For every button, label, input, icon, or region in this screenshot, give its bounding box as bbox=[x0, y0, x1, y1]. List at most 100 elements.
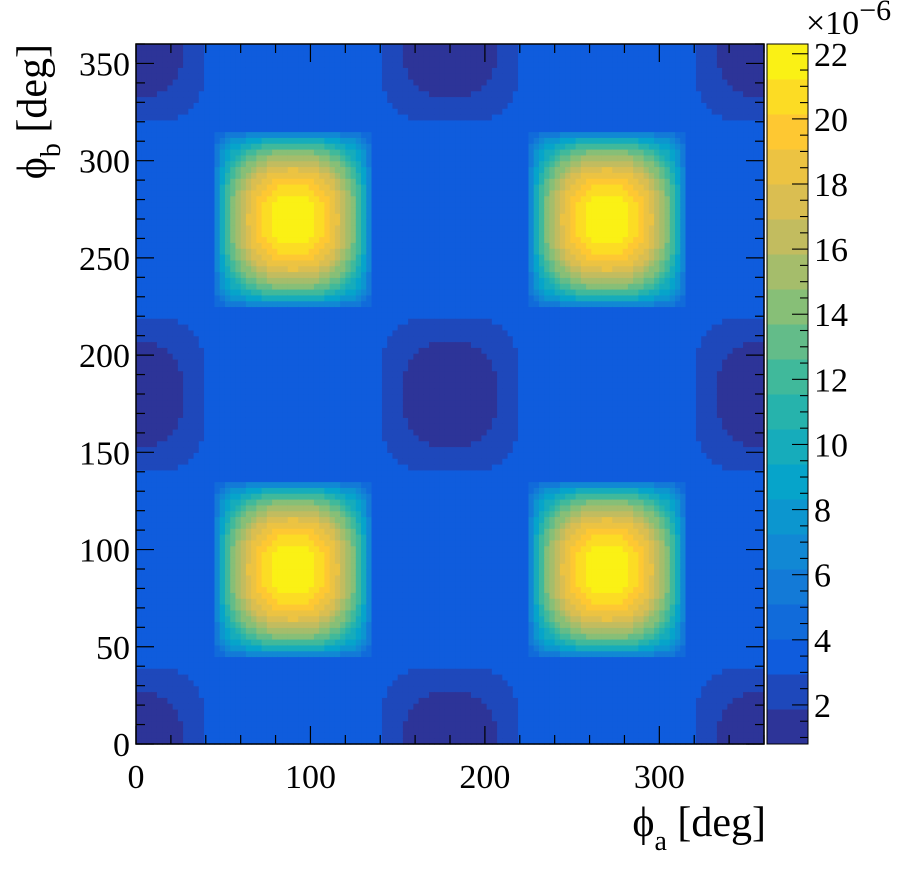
heatmap-cell bbox=[198, 370, 205, 378]
heatmap-cell bbox=[235, 539, 242, 547]
heatmap-cell bbox=[303, 592, 310, 599]
heatmap-cell bbox=[334, 685, 341, 693]
heatmap-cell bbox=[230, 434, 237, 442]
heatmap-cell bbox=[277, 592, 284, 599]
heatmap-cell bbox=[224, 703, 231, 710]
heatmap-cell bbox=[272, 563, 278, 570]
heatmap-cell bbox=[235, 469, 242, 477]
heatmap-cell bbox=[272, 312, 278, 319]
heatmap-cell bbox=[156, 399, 163, 407]
heatmap-cell bbox=[319, 102, 325, 109]
heatmap-cell bbox=[293, 639, 299, 646]
heatmap-cell bbox=[261, 510, 268, 518]
heatmap-cell bbox=[261, 119, 268, 127]
heatmap-cell bbox=[188, 493, 195, 500]
heatmap-cell bbox=[167, 224, 174, 232]
heatmap-cell bbox=[151, 236, 158, 243]
heatmap-cell bbox=[141, 580, 148, 588]
heatmap-cell bbox=[261, 294, 268, 302]
heatmap-cell bbox=[245, 289, 252, 296]
heatmap-cell bbox=[345, 341, 352, 348]
heatmap-cell bbox=[340, 108, 346, 115]
heatmap-cell bbox=[261, 318, 268, 325]
heatmap-cell bbox=[240, 213, 247, 220]
heatmap-cell bbox=[251, 487, 257, 494]
heatmap-cell bbox=[204, 376, 210, 383]
heatmap-cell bbox=[298, 96, 305, 103]
heatmap-cell bbox=[136, 248, 142, 255]
heatmap-cell bbox=[209, 469, 216, 477]
heatmap-cell bbox=[141, 510, 148, 518]
heatmap-cell bbox=[287, 551, 294, 558]
heatmap-cell bbox=[156, 289, 163, 296]
heatmap-cell bbox=[245, 423, 252, 430]
heatmap-cell bbox=[293, 55, 299, 63]
heatmap-cell bbox=[177, 49, 184, 57]
heatmap-cell bbox=[308, 417, 315, 424]
heatmap-cell bbox=[146, 574, 153, 582]
heatmap-cell bbox=[209, 510, 216, 518]
heatmap-cell bbox=[308, 154, 315, 162]
heatmap-cell bbox=[261, 324, 268, 331]
heatmap-cell bbox=[350, 621, 357, 628]
heatmap-cell bbox=[303, 493, 310, 500]
heatmap-cell bbox=[162, 178, 168, 185]
heatmap-cell bbox=[340, 306, 346, 313]
heatmap-cell bbox=[167, 329, 174, 337]
heatmap-cell bbox=[251, 510, 257, 518]
heatmap-cell bbox=[277, 149, 284, 156]
heatmap-cell bbox=[334, 90, 341, 98]
heatmap-cell bbox=[334, 551, 341, 558]
heatmap-cell bbox=[224, 569, 231, 576]
heatmap-cell bbox=[277, 440, 284, 448]
heatmap-cell bbox=[172, 458, 179, 465]
heatmap-cell bbox=[256, 580, 263, 588]
heatmap-cell bbox=[172, 329, 179, 337]
heatmap-cell bbox=[282, 563, 289, 570]
heatmap-cell bbox=[193, 90, 200, 98]
heatmap-cell bbox=[308, 137, 315, 144]
heatmap-cell bbox=[141, 143, 148, 150]
heatmap-cell bbox=[235, 411, 242, 418]
heatmap-cell bbox=[183, 213, 189, 220]
heatmap-cell bbox=[277, 394, 284, 401]
heatmap-cell bbox=[298, 300, 305, 308]
heatmap-cell bbox=[261, 522, 268, 529]
heatmap-cell bbox=[214, 137, 221, 144]
heatmap-cell bbox=[329, 149, 336, 156]
heatmap-cell bbox=[319, 656, 325, 663]
heatmap-cell bbox=[209, 364, 216, 372]
heatmap-cell bbox=[308, 434, 315, 442]
heatmap-cell bbox=[162, 720, 168, 728]
heatmap-cell bbox=[350, 609, 357, 617]
heatmap-cell bbox=[198, 621, 205, 628]
heatmap-cell bbox=[282, 714, 289, 722]
heatmap-cell bbox=[329, 720, 336, 728]
heatmap-cell bbox=[204, 534, 210, 541]
heatmap-cell bbox=[209, 172, 216, 179]
heatmap-cell bbox=[219, 656, 226, 663]
heatmap-cell bbox=[204, 580, 210, 588]
heatmap-cell bbox=[240, 557, 247, 564]
heatmap-cell bbox=[240, 732, 247, 739]
heatmap-cell bbox=[167, 516, 174, 523]
heatmap-cell bbox=[298, 201, 305, 208]
heatmap-cell bbox=[298, 90, 305, 98]
heatmap-cell bbox=[272, 254, 278, 261]
heatmap-cell bbox=[334, 411, 341, 418]
heatmap-cell bbox=[172, 662, 179, 669]
heatmap-cell bbox=[177, 90, 184, 98]
heatmap-cell bbox=[282, 458, 289, 465]
heatmap-cell bbox=[350, 411, 357, 418]
heatmap-cell bbox=[188, 242, 195, 249]
heatmap-cell bbox=[224, 732, 231, 739]
heatmap-cell bbox=[240, 621, 247, 628]
heatmap-cell bbox=[298, 469, 305, 477]
heatmap-cell bbox=[261, 411, 268, 418]
heatmap-cell bbox=[334, 545, 341, 553]
heatmap-cell bbox=[340, 230, 346, 238]
heatmap-cell bbox=[198, 248, 205, 255]
heatmap-cell bbox=[230, 598, 237, 605]
heatmap-cell bbox=[235, 720, 242, 728]
heatmap-cell bbox=[209, 627, 216, 634]
